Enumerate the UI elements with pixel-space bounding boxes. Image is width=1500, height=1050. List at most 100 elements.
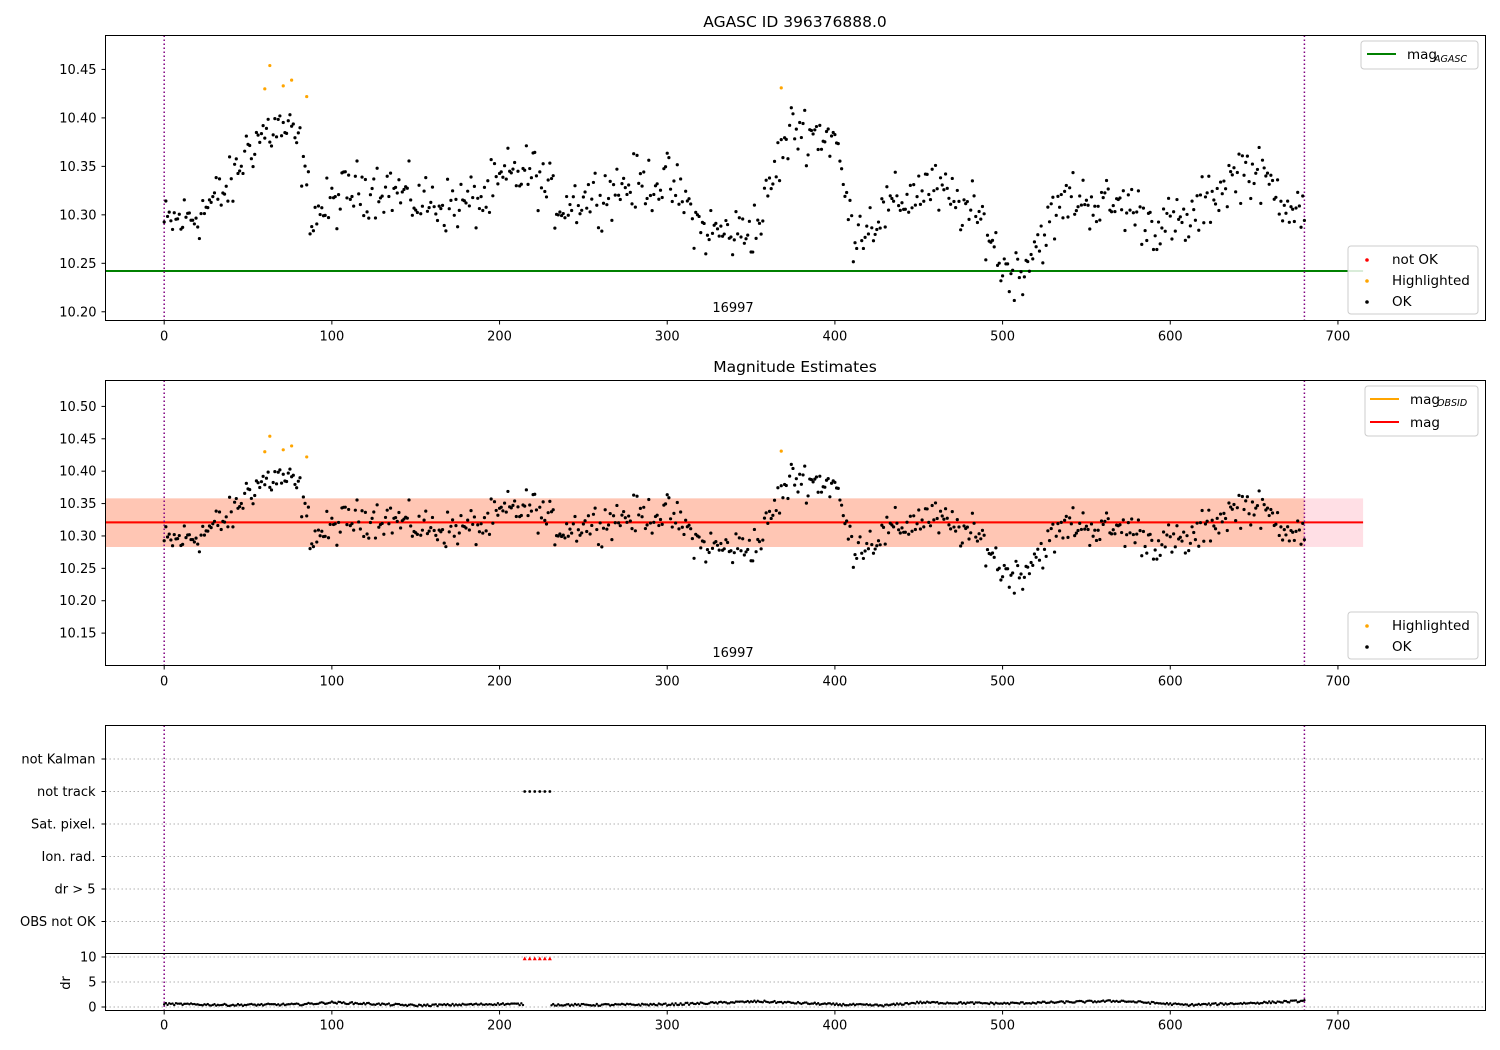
point-ok (741, 537, 745, 541)
point-ok (558, 210, 562, 214)
point-ok (551, 174, 555, 178)
point-ok (709, 208, 713, 213)
point-dr (892, 1002, 895, 1006)
point-ok (1057, 529, 1062, 533)
point-ok (570, 531, 574, 535)
point-ok (705, 547, 710, 552)
point-ok (720, 234, 725, 238)
point-dr (832, 1002, 835, 1005)
point-ok (1131, 532, 1135, 537)
point-ok (818, 474, 822, 478)
flag-label: not track (37, 785, 96, 800)
point-ok (350, 194, 354, 199)
point-dr (959, 1000, 962, 1004)
point-ok (330, 516, 334, 520)
point-ok (777, 511, 782, 515)
point-ok (357, 520, 361, 524)
point-ok (890, 196, 894, 201)
point-ok (705, 233, 710, 237)
point-ok (353, 508, 357, 512)
point-ok (263, 136, 267, 140)
point-highlighted (779, 86, 783, 90)
point-ok (187, 211, 191, 215)
point-ok (202, 533, 207, 537)
point-dr (971, 1001, 974, 1004)
point-ok (845, 190, 849, 195)
x-tick-label: 400 (822, 330, 847, 345)
point-ok (793, 483, 797, 487)
point-ok (338, 207, 342, 211)
point-ok (526, 513, 530, 518)
point-ok (881, 200, 886, 204)
point-dr (753, 999, 756, 1002)
point-dr (852, 1002, 855, 1006)
point-ok (585, 206, 589, 210)
point-ok (281, 120, 285, 125)
point-ok (320, 206, 324, 210)
point-ok (1197, 228, 1201, 232)
point-ok (373, 536, 378, 540)
point-dr (639, 1004, 642, 1007)
point-ok (689, 202, 693, 206)
point-ok (725, 540, 730, 545)
point-ok (647, 497, 651, 502)
point-dr (277, 1003, 280, 1006)
point-ok (687, 197, 691, 201)
point-dr (773, 999, 776, 1003)
point-ok (1081, 178, 1085, 182)
point-dr (240, 1003, 243, 1006)
point-flag (548, 790, 552, 793)
point-dr (1043, 1000, 1046, 1004)
point-ok (813, 477, 817, 481)
obsid-label-estimates: 16997 (712, 646, 753, 661)
point-ok (1094, 538, 1099, 543)
point-ok (1079, 203, 1083, 207)
point-ok (1074, 531, 1078, 535)
point-dr (842, 1002, 845, 1006)
point-dr (1234, 1002, 1237, 1005)
point-ok (1168, 535, 1172, 539)
point-dr (235, 1004, 238, 1007)
point-dr (674, 1002, 677, 1005)
panel-title-agasc: AGASC ID 396376888.0 (703, 13, 887, 31)
point-ok (885, 185, 889, 189)
point-ok (682, 532, 686, 537)
point-ok (717, 234, 721, 238)
point-highlighted (281, 84, 285, 88)
point-ok (271, 133, 275, 137)
point-ok (276, 470, 280, 474)
point-ok (264, 126, 269, 131)
point-ok (990, 551, 995, 555)
point-ok (729, 549, 733, 553)
point-ok (922, 525, 926, 529)
point-ok (952, 199, 956, 204)
point-ok (544, 195, 549, 199)
point-ok (241, 506, 245, 510)
point-ok (658, 188, 663, 192)
point-ok (399, 526, 403, 530)
point-ok (1218, 180, 1223, 184)
point-ok (1111, 528, 1115, 532)
point-ok (1000, 575, 1005, 579)
point-ok (1235, 170, 1239, 175)
point-ok (513, 499, 517, 503)
point-ok (771, 182, 775, 186)
point-ok (756, 218, 760, 222)
point-ok (813, 128, 817, 132)
point-ok (1198, 193, 1203, 197)
point-ok (781, 496, 785, 500)
point-ok (873, 547, 877, 551)
point-dr (577, 1003, 580, 1006)
point-ok (424, 176, 428, 180)
point-ok (643, 526, 648, 531)
point-ok (271, 480, 275, 485)
point-ok (1252, 513, 1256, 517)
point-ok (1215, 516, 1219, 520)
point-dr (972, 1002, 976, 1006)
point-ok (984, 564, 988, 568)
point-ok (1163, 229, 1167, 233)
legend-label-mag: mag (1410, 415, 1440, 431)
point-ok (799, 482, 803, 486)
point-dr (704, 1002, 707, 1006)
point-dr (1288, 1001, 1291, 1004)
